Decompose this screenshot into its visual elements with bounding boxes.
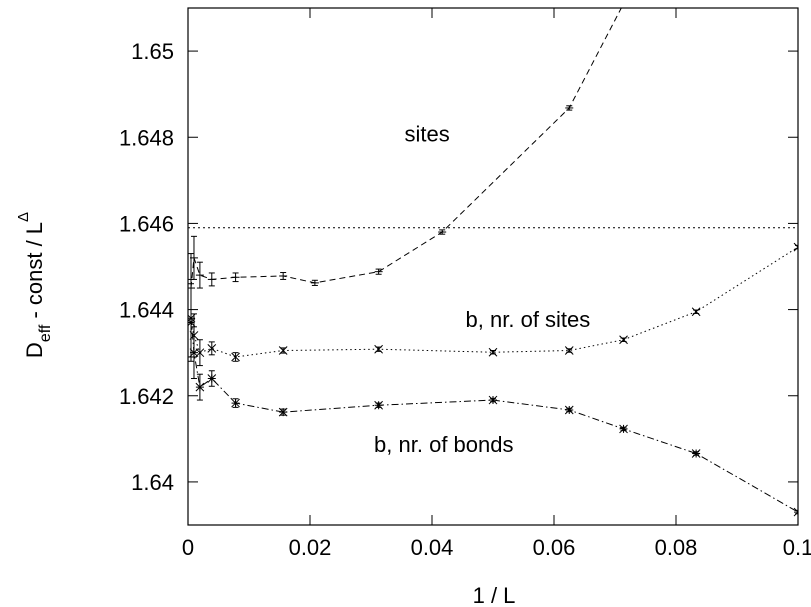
x-axis-label: 1 / L xyxy=(473,583,516,607)
point-marker xyxy=(619,424,628,433)
point-marker xyxy=(619,335,628,345)
series-annotation: sites xyxy=(405,122,450,147)
point-marker xyxy=(278,346,288,355)
point-marker xyxy=(188,314,195,323)
y-axis-label-part: - const / L xyxy=(22,222,47,325)
series-line xyxy=(190,246,798,358)
data-layer xyxy=(188,8,798,517)
y-tick-label: 1.646 xyxy=(119,211,174,236)
point-marker xyxy=(564,346,574,355)
y-tick-label: 1.64 xyxy=(131,470,174,495)
y-axis-label-part: D xyxy=(22,342,47,358)
y-tick-label: 1.644 xyxy=(119,298,174,323)
x-tick-label: 0 xyxy=(182,535,194,560)
point-marker xyxy=(207,344,217,353)
point-marker xyxy=(374,401,383,410)
series-1 xyxy=(188,8,622,324)
point-marker xyxy=(189,348,198,357)
y-tick-label: 1.642 xyxy=(119,384,174,409)
series-annotation: b, nr. of sites xyxy=(466,307,591,332)
y-axis-label: Deff - const / LΔ xyxy=(15,212,54,358)
point-marker xyxy=(374,344,383,354)
point-marker xyxy=(794,508,798,517)
point-marker xyxy=(231,399,240,408)
plot-frame xyxy=(187,7,799,526)
point-marker xyxy=(279,408,288,417)
point-marker xyxy=(488,347,498,357)
x-tick-label: 0.02 xyxy=(289,535,332,560)
x-tick-label: 0.06 xyxy=(533,535,576,560)
point-marker xyxy=(231,352,240,362)
series-line xyxy=(190,318,798,513)
x-tick-label: 0.1 xyxy=(783,535,811,560)
y-tick-label: 1.65 xyxy=(131,39,174,64)
point-marker xyxy=(565,405,574,414)
y-tick-label: 1.648 xyxy=(119,125,174,150)
x-tick-label: 0.04 xyxy=(411,535,454,560)
series-2 xyxy=(188,242,798,367)
point-marker xyxy=(489,396,497,405)
y-axis-label-part: Δ xyxy=(15,212,32,222)
point-marker xyxy=(207,374,216,383)
series-3 xyxy=(188,278,798,517)
point-marker xyxy=(692,449,701,458)
y-axis-label-part: eff xyxy=(37,324,54,342)
x-tick-label: 0.08 xyxy=(655,535,698,560)
series-annotation: b, nr. of bonds xyxy=(374,432,513,457)
point-marker xyxy=(195,383,204,392)
point-marker xyxy=(691,307,701,317)
plot-layer: 0 0.02 0.04 0.06 0.08 0.1 1.64 1.642 1.644 1.646 1… xyxy=(119,7,811,560)
point-marker xyxy=(793,242,798,252)
point-marker xyxy=(793,507,798,517)
